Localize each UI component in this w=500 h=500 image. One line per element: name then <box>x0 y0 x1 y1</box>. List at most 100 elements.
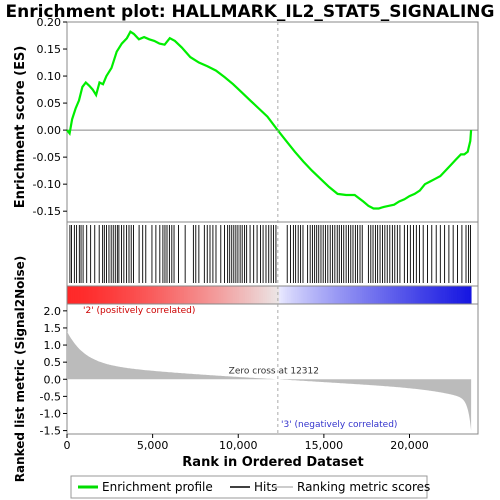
heat-bar-segment <box>293 286 296 304</box>
es-tick-label: -0.15 <box>33 205 61 218</box>
heat-bar-segment <box>355 286 359 304</box>
heat-bar-segment <box>370 286 373 304</box>
heat-bar-segment <box>69 286 72 304</box>
heat-bar-segment <box>297 286 300 304</box>
heat-bar-segment <box>408 286 411 304</box>
heat-bar-segment <box>135 286 139 304</box>
heat-bar-segment <box>248 286 252 304</box>
heat-bar-segment <box>256 286 260 304</box>
heat-bar-segment <box>331 286 335 304</box>
heat-bar-segment <box>172 286 175 304</box>
es-tick-label: 0.05 <box>37 97 62 110</box>
heat-bar-segment <box>273 286 276 304</box>
heat-bar-segment <box>224 286 228 304</box>
heat-bar-segment <box>428 286 432 304</box>
heat-bar-segment <box>206 286 209 304</box>
heat-bar-segment <box>220 286 223 304</box>
heat-bar-segment <box>301 286 304 304</box>
heat-bar-segment <box>95 286 98 304</box>
heat-bar-segment <box>448 286 452 304</box>
heat-bar-segment <box>388 286 391 304</box>
heat-bar-segment <box>121 286 124 304</box>
es-tick-label: 0.10 <box>37 70 62 83</box>
heat-bar-segment <box>244 286 248 304</box>
heat-bar-segment <box>307 286 310 304</box>
heat-bar-segment <box>463 286 466 304</box>
heat-bar-segment <box>143 286 147 304</box>
heat-bar-segment <box>200 286 203 304</box>
heat-bar-segment <box>345 286 349 304</box>
heat-bar-segment <box>192 286 195 304</box>
heat-bar-segment <box>176 286 179 304</box>
heat-bar-segment <box>430 286 434 304</box>
heat-bar-segment <box>83 286 86 304</box>
heat-bar-segment <box>204 286 207 304</box>
heat-bar-segment <box>275 286 278 304</box>
heat-bar-segment <box>240 286 244 304</box>
hits-frame <box>66 221 479 287</box>
heat-bar-segment <box>372 286 375 304</box>
heat-bar-segment <box>159 286 163 304</box>
heat-bar-segment <box>450 286 454 304</box>
heat-bar-segment <box>315 286 318 304</box>
heat-bar-segment <box>105 286 108 304</box>
metric-tick-label: 0.0 <box>44 373 62 386</box>
heat-bar-segment <box>434 286 438 304</box>
heat-bar-segment <box>81 286 84 304</box>
chart-title: Enrichment plot: HALLMARK_IL2_STAT5_SIGN… <box>6 2 495 22</box>
heat-bar-segment <box>277 286 280 304</box>
heat-bar-segment <box>366 286 369 304</box>
heat-bar-segment <box>254 286 258 304</box>
heat-bar-segment <box>287 286 290 304</box>
heat-bar-segment <box>161 286 165 304</box>
heat-bar-segment <box>267 286 270 304</box>
heat-bar-segment <box>337 286 341 304</box>
heat-bar-segment <box>168 286 171 304</box>
heat-bar-segment <box>414 286 417 304</box>
heat-bar-segment <box>416 286 420 304</box>
heat-bar-segment <box>357 286 361 304</box>
heat-bar-segment <box>123 286 127 304</box>
heat-bar-segment <box>155 286 159 304</box>
heat-bar-segment <box>402 286 405 304</box>
heat-bar-segment <box>111 286 114 304</box>
heat-bar-segment <box>384 286 387 304</box>
rank-heat-bar <box>67 286 472 304</box>
heat-bar-segment <box>77 286 80 304</box>
metric-axis-ticks: -1.5 -1.0 -0.5 0.0 0.5 1.0 1.5 2.0 <box>40 305 67 438</box>
heat-bar-segment <box>459 286 462 304</box>
heat-bar-segment <box>313 286 316 304</box>
heat-bar-segment <box>281 286 284 304</box>
heat-bar-segment <box>186 286 189 304</box>
heat-bar-segment <box>426 286 430 304</box>
metric-tick-label: -0.5 <box>40 390 61 403</box>
heat-bar-segment <box>305 286 308 304</box>
heat-bar-segment <box>87 286 90 304</box>
heat-bar-segment <box>420 286 424 304</box>
es-panel: -0.15 -0.10 -0.05 0.00 0.05 0.10 0.15 0.20 <box>33 16 479 223</box>
heat-bar-segment <box>291 286 294 304</box>
heat-bar-segment <box>246 286 250 304</box>
heat-bar-segment <box>351 286 355 304</box>
metric-panel: -1.5 -1.0 -0.5 0.0 0.5 1.0 1.5 2.0 Zero cross a… <box>40 22 479 438</box>
heat-bar-segment <box>226 286 230 304</box>
heat-bar-segment <box>461 286 464 304</box>
heat-bar-segment <box>103 286 106 304</box>
heat-bar-segment <box>271 286 274 304</box>
heat-bar-segment <box>343 286 347 304</box>
zero-cross-label: Zero cross at 12312 <box>229 366 319 376</box>
heat-bar-segment <box>362 286 365 304</box>
heat-bar-segment <box>440 286 444 304</box>
heat-bar-segment <box>406 286 409 304</box>
es-tick-label: 0.20 <box>37 16 62 29</box>
legend-label-metric: Ranking metric scores <box>297 480 430 494</box>
heat-bar-segment <box>157 286 161 304</box>
heat-bar-segment <box>107 286 110 304</box>
heat-bar-segment <box>115 286 118 304</box>
heat-bar-segment <box>442 286 446 304</box>
heat-bar-segment <box>119 286 122 304</box>
heat-bar-segment <box>216 286 219 304</box>
heat-bar-segment <box>145 286 149 304</box>
heat-bar-segment <box>202 286 205 304</box>
